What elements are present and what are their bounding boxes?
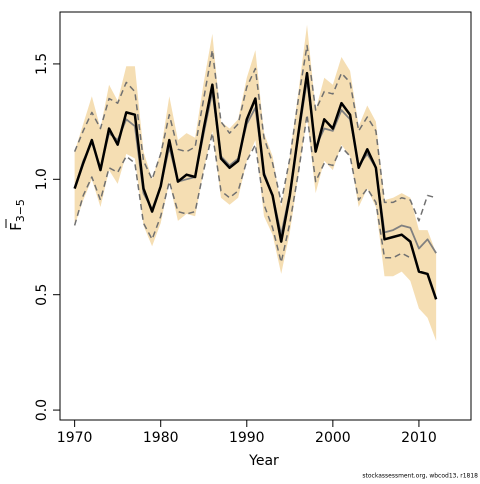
y-axis-label-text: F3−5: [7, 199, 28, 231]
y-tick-label: 0.5: [34, 284, 50, 306]
confidence-band: [74, 24, 437, 341]
x-tick-label: 1980: [143, 430, 179, 446]
series-line: [73, 113, 411, 264]
y-tick-label: 1.0: [34, 168, 50, 190]
x-tick-label: 2000: [315, 430, 351, 446]
x-tick-label: 1990: [229, 430, 265, 446]
y-tick-label: 1.5: [34, 53, 50, 75]
y-axis-label: F3−5: [5, 199, 28, 231]
series-line: [73, 44, 437, 222]
plot-layer: [73, 24, 438, 341]
series-line: [73, 71, 438, 300]
y-tick-label: 0.0: [34, 399, 50, 421]
y-axis-symbol: F: [7, 222, 25, 231]
x-tick-label: 2010: [401, 430, 437, 446]
x-tick-label: 1970: [57, 430, 93, 446]
x-axis-label: Year: [248, 453, 279, 469]
plot-frame: [59, 11, 472, 421]
y-axis-subscript: 3−5: [14, 199, 27, 222]
footer: stockassessment.org, wbcod13, r1818: [362, 473, 478, 480]
